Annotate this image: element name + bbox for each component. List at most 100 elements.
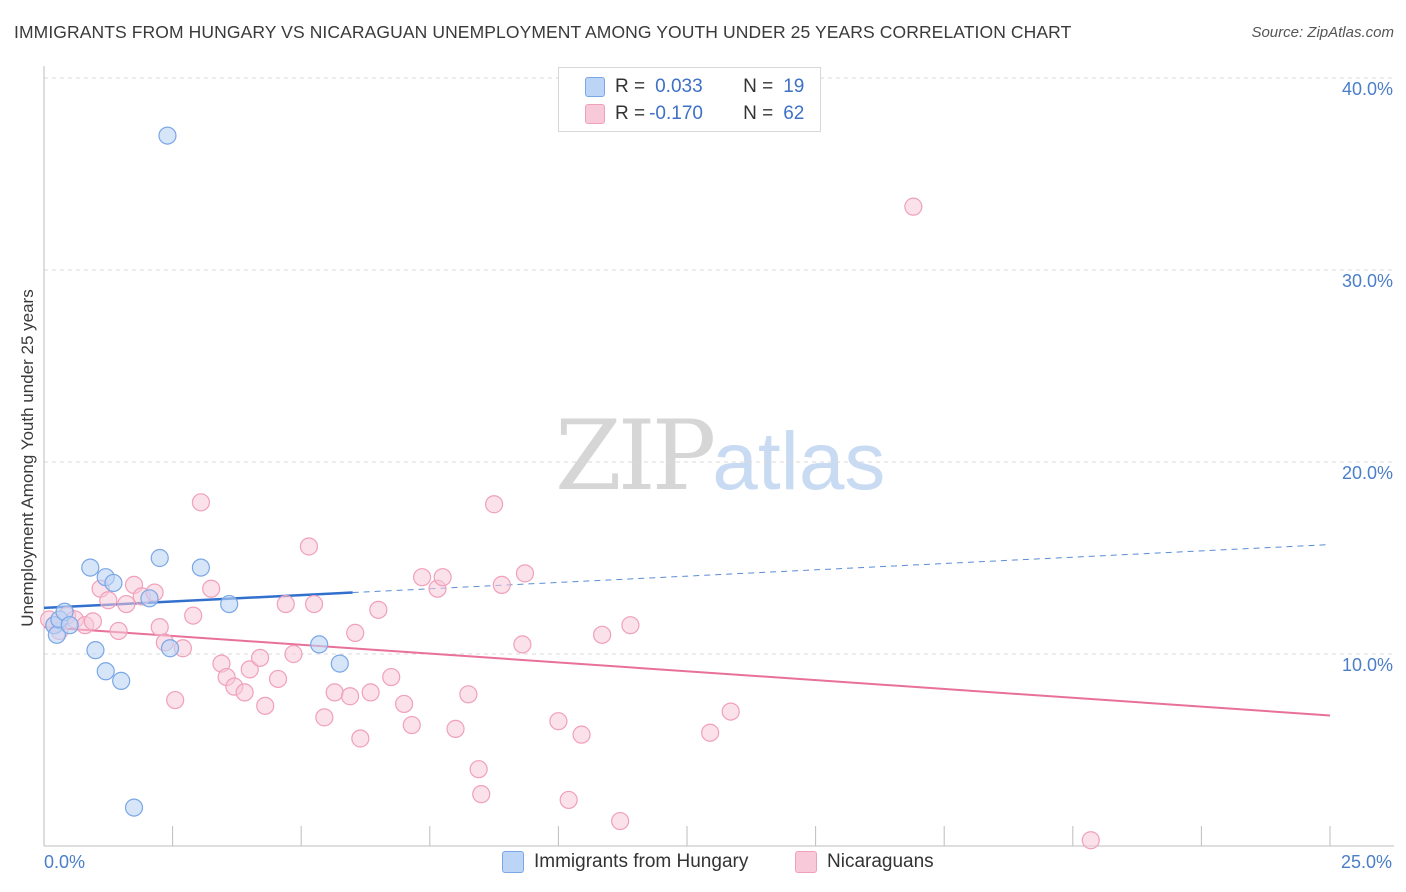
trend-extension-hungary	[352, 544, 1331, 594]
trend-lines	[43, 544, 1331, 717]
point-hungary	[81, 558, 100, 577]
point-hungary	[140, 589, 159, 608]
point-nicaraguans	[559, 790, 578, 810]
axes	[43, 66, 1394, 847]
legend-n-value: 19	[783, 76, 805, 97]
point-nicaraguans	[109, 621, 128, 641]
point-nicaraguans	[304, 594, 324, 614]
point-nicaraguans	[701, 723, 720, 742]
point-nicaraguans	[412, 568, 432, 587]
series-legend: Immigrants from Hungary Nicaraguans	[0, 851, 1406, 879]
point-nicaraguans	[99, 591, 118, 610]
point-nicaraguans	[1081, 831, 1100, 850]
point-nicaraguans	[250, 648, 270, 667]
point-nicaraguans	[256, 696, 275, 715]
point-nicaraguans	[150, 618, 169, 637]
series-name-nicaraguans: Nicaraguans	[827, 851, 934, 872]
legend-r-value: -0.170	[649, 103, 703, 124]
point-nicaraguans	[515, 564, 535, 583]
point-hungary	[150, 548, 169, 568]
point-nicaraguans	[276, 594, 295, 614]
point-nicaraguans	[611, 811, 630, 831]
point-nicaraguans	[346, 623, 365, 642]
point-nicaraguans	[721, 702, 740, 721]
point-hungary	[96, 662, 115, 681]
point-nicaraguans	[549, 712, 568, 731]
point-nicaraguans	[433, 568, 452, 587]
y-tick-label: 20.0%	[1342, 463, 1393, 483]
point-nicaraguans	[492, 575, 511, 594]
point-hungary	[330, 654, 349, 673]
y-tick-label: 40.0%	[1342, 79, 1393, 99]
series-swatch-hungary	[502, 851, 524, 873]
point-hungary	[112, 671, 131, 690]
y-tick-labels: 10.0% 20.0% 30.0% 40.0%	[1342, 79, 1393, 675]
point-nicaraguans	[572, 725, 591, 744]
trend-line-nicaraguans	[43, 626, 1331, 717]
data-points	[40, 126, 1100, 850]
point-nicaraguans	[513, 635, 532, 654]
legend-n-value: 62	[783, 103, 805, 124]
point-nicaraguans	[351, 729, 370, 748]
point-hungary	[124, 798, 144, 817]
point-nicaraguans	[325, 683, 344, 702]
point-nicaraguans	[904, 197, 923, 216]
point-hungary	[158, 126, 177, 145]
point-nicaraguans	[235, 683, 254, 702]
point-nicaraguans	[184, 606, 203, 625]
point-hungary	[86, 641, 105, 660]
legend-n-label: N =	[743, 76, 774, 97]
point-hungary	[104, 573, 123, 593]
y-tick-label: 10.0%	[1342, 655, 1393, 675]
legend-swatch-hungary	[585, 77, 605, 97]
point-nicaraguans	[117, 594, 136, 614]
point-hungary	[220, 594, 239, 614]
point-nicaraguans	[382, 667, 401, 687]
point-nicaraguans	[472, 785, 491, 804]
point-nicaraguans	[459, 685, 478, 704]
point-nicaraguans	[621, 616, 640, 635]
point-nicaraguans	[593, 625, 612, 644]
x-tick-label-min: 0.0%	[44, 852, 86, 872]
series-legend-nicaraguans[interactable]: Nicaraguans	[795, 851, 934, 873]
legend-r-label: R =	[615, 103, 646, 124]
legend-row-nicaraguans: R = -0.170 N = 62	[585, 102, 804, 126]
point-nicaraguans	[284, 644, 303, 664]
point-hungary	[60, 616, 79, 635]
point-hungary	[191, 558, 210, 577]
y-tick-label: 30.0%	[1342, 271, 1393, 291]
series-swatch-nicaraguans	[795, 851, 817, 873]
point-nicaraguans	[202, 579, 221, 598]
point-nicaraguans	[402, 715, 421, 735]
point-hungary	[310, 635, 329, 654]
point-nicaraguans	[191, 493, 210, 512]
point-nicaraguans	[469, 760, 488, 779]
chart-title: IMMIGRANTS FROM HUNGARY VS NICARAGUAN UN…	[14, 22, 1072, 42]
point-nicaraguans	[268, 669, 288, 689]
grid-lines	[44, 77, 1394, 655]
point-nicaraguans	[369, 600, 388, 619]
point-nicaraguans	[446, 719, 465, 738]
point-nicaraguans	[240, 660, 259, 679]
legend-n-label: N =	[743, 103, 774, 124]
trend-line-hungary	[43, 591, 353, 610]
point-nicaraguans	[394, 694, 414, 714]
point-hungary	[160, 639, 180, 658]
correlation-legend: R = 0.033 N = 19 R = -0.170 N = 62	[558, 67, 821, 132]
point-nicaraguans	[315, 708, 334, 727]
x-tick-label-max: 25.0%	[1340, 852, 1392, 872]
point-nicaraguans	[361, 683, 380, 702]
series-legend-hungary[interactable]: Immigrants from Hungary	[502, 851, 748, 873]
legend-r-value: 0.033	[655, 76, 703, 97]
legend-row-hungary: R = 0.033 N = 19	[585, 75, 804, 99]
point-nicaraguans	[299, 537, 319, 556]
legend-swatch-nicaraguans	[585, 104, 605, 124]
point-nicaraguans	[166, 690, 185, 710]
source-credit: Source: ZipAtlas.com	[1251, 24, 1394, 41]
point-nicaraguans	[83, 612, 102, 631]
point-nicaraguans	[485, 495, 504, 514]
legend-r-label: R =	[615, 76, 646, 97]
point-nicaraguans	[340, 687, 360, 706]
series-name-hungary: Immigrants from Hungary	[534, 851, 749, 872]
